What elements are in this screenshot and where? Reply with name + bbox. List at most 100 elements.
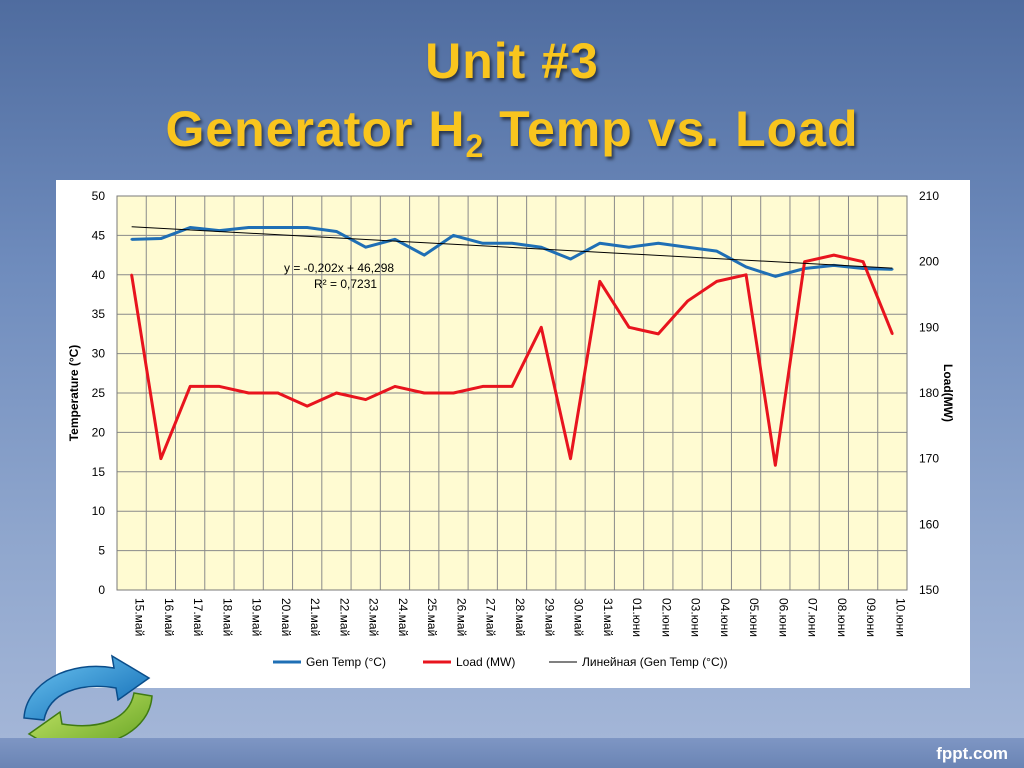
data-point-load <box>744 273 748 276</box>
x-tick-label: 23.май <box>367 598 381 636</box>
data-point-gen-temp <box>247 226 250 229</box>
data-point-gen-temp <box>393 238 397 241</box>
x-tick-label: 18.май <box>220 598 234 636</box>
data-point-load <box>803 260 806 263</box>
data-point-load <box>510 385 514 388</box>
x-tick-label: 30.май <box>572 598 586 636</box>
data-point-gen-temp <box>774 275 777 278</box>
data-point-gen-temp <box>569 257 572 261</box>
y2-tick-label: 190 <box>919 320 939 334</box>
x-tick-label: 29.май <box>542 598 556 636</box>
data-point-load <box>188 385 192 388</box>
data-point-gen-temp <box>423 253 426 257</box>
legend-trend-label: Линейная (Gen Temp (°C)) <box>582 655 728 669</box>
data-point-load <box>276 391 280 395</box>
y2-tick-label: 160 <box>919 517 939 531</box>
data-point-load <box>627 326 631 329</box>
x-tick-label: 22.май <box>337 598 351 636</box>
chart-panel: 0 5 10 15 20 25 30 35 40 45 50 150 160 170 180 190 200 21… <box>56 180 970 688</box>
data-point-load <box>393 385 397 388</box>
data-point-gen-temp <box>657 242 660 245</box>
data-point-gen-temp <box>715 249 719 253</box>
data-point-gen-temp <box>744 265 748 269</box>
brand-label: fppt.com <box>936 744 1008 763</box>
trend-equation-label: y = -0,202x + 46,298 <box>284 261 394 275</box>
y2-tick-label: 200 <box>919 255 939 269</box>
title-text-post: Temp vs. Load <box>484 101 859 157</box>
data-point-load <box>130 273 133 276</box>
data-point-gen-temp <box>627 246 631 249</box>
data-point-load <box>715 280 719 283</box>
x-tick-label: 06.юни <box>776 598 790 637</box>
data-point-gen-temp <box>452 234 455 237</box>
x-tick-label: 15.май <box>133 598 147 636</box>
data-point-load <box>832 253 836 257</box>
title-text-pre: Generator H <box>165 101 466 157</box>
data-point-gen-temp <box>510 242 514 245</box>
x-tick-label: 16.май <box>162 598 176 636</box>
data-point-load <box>481 385 484 388</box>
y-tick-label: 25 <box>92 386 106 400</box>
data-point-load <box>657 332 660 336</box>
slide-title-line-1: Unit #3 <box>425 33 599 89</box>
data-point-gen-temp <box>188 226 192 229</box>
legend-gen-temp-label: Gen Temp (°C) <box>306 655 386 669</box>
data-point-load <box>540 326 543 329</box>
y-tick-label: 40 <box>92 268 106 282</box>
data-point-gen-temp <box>861 267 865 270</box>
data-point-load <box>891 332 894 336</box>
x-tick-label: 10.юни <box>893 598 907 637</box>
data-point-load <box>423 391 426 395</box>
data-point-load <box>686 299 689 303</box>
data-point-load <box>247 391 250 395</box>
x-tick-label: 27.май <box>484 598 498 636</box>
data-point-gen-temp <box>481 242 484 245</box>
plot-border <box>116 195 908 591</box>
footer-bar <box>0 738 1024 768</box>
x-tick-label: 07.юни <box>806 598 820 637</box>
data-point-gen-temp <box>364 246 367 249</box>
y2-axis-title: Load(MW) <box>941 364 955 422</box>
x-tick-label: 01.юни <box>630 598 644 637</box>
slide-title-line-2: Generator H2 Temp vs. Load <box>0 100 1024 165</box>
x-tick-label: 19.май <box>250 598 264 636</box>
y-tick-label: 5 <box>98 544 105 558</box>
title-subscript: 2 <box>465 128 485 164</box>
data-point-load <box>598 280 601 283</box>
y-tick-label: 0 <box>98 583 105 597</box>
data-point-gen-temp <box>891 268 894 271</box>
y-tick-label: 50 <box>92 189 106 203</box>
data-point-load <box>218 385 221 388</box>
trendline <box>131 226 893 269</box>
x-tick-label: 02.юни <box>659 598 673 637</box>
y2-tick-label: 180 <box>919 386 939 400</box>
y-tick-label: 10 <box>92 504 106 518</box>
data-point-gen-temp <box>130 238 133 241</box>
legend-load-label: Load (MW) <box>456 655 515 669</box>
data-point-gen-temp <box>159 237 163 240</box>
data-point-gen-temp <box>686 246 689 249</box>
y-axis-title: Temperature (°C) <box>67 345 81 442</box>
data-point-gen-temp <box>305 226 309 229</box>
x-tick-label: 26.май <box>454 598 468 636</box>
data-point-load <box>159 457 163 460</box>
x-tick-label: 03.юни <box>689 598 703 637</box>
data-point-load <box>452 391 455 395</box>
x-tick-label: 17.май <box>191 598 205 636</box>
data-point-load <box>364 398 367 401</box>
data-point-load <box>861 260 865 263</box>
y-tick-label: 45 <box>92 228 106 242</box>
x-tick-label: 24.май <box>396 598 410 636</box>
y-tick-label: 15 <box>92 465 106 479</box>
x-tick-label: 05.юни <box>747 598 761 637</box>
y2-tick-label: 170 <box>919 452 939 466</box>
y2-tick-label: 210 <box>919 189 939 203</box>
data-point-load <box>569 457 572 460</box>
data-point-load <box>305 404 309 408</box>
x-tick-label: 25.май <box>425 598 439 636</box>
x-tick-label: 28.май <box>513 598 527 636</box>
data-point-gen-temp <box>540 246 543 249</box>
y2-tick-label: 150 <box>919 583 939 597</box>
x-tick-label: 20.май <box>279 598 293 636</box>
y-tick-label: 35 <box>92 307 106 321</box>
